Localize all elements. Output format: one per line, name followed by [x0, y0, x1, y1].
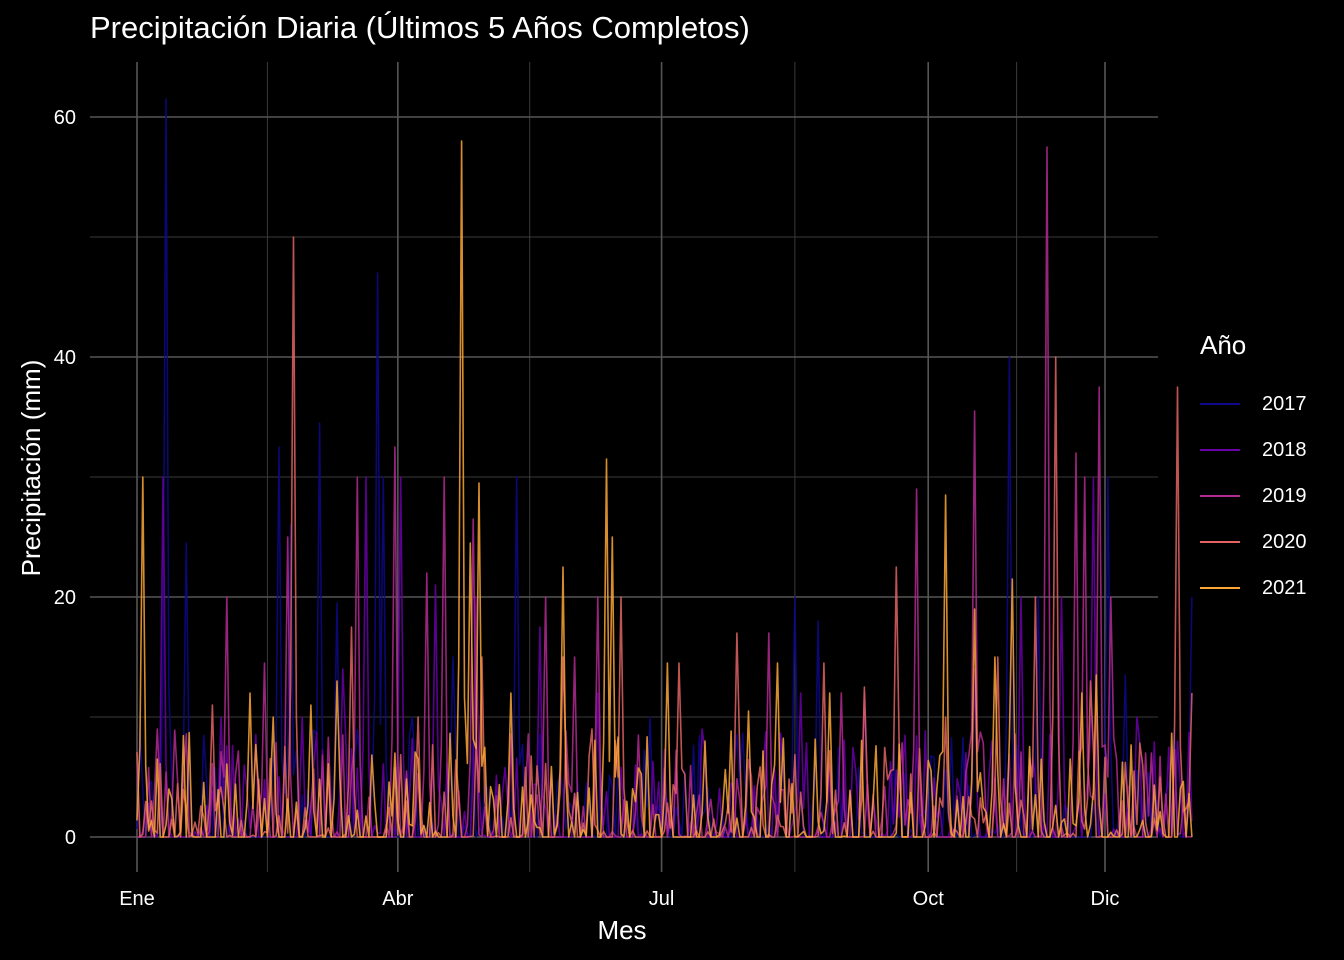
legend-items: 2017 2018 2019 2020 2021: [1200, 381, 1307, 611]
legend-swatch: [1200, 449, 1240, 451]
legend-swatch: [1200, 403, 1240, 405]
grid-minor: [90, 62, 1158, 872]
legend-swatch: [1200, 541, 1240, 543]
y-tick-label: 20: [54, 587, 76, 609]
legend-label: 2019: [1262, 484, 1307, 507]
legend-label: 2021: [1262, 576, 1307, 599]
legend-label: 2018: [1262, 438, 1307, 461]
legend-label: 2017: [1262, 392, 1307, 415]
x-tick-label: Jul: [649, 888, 675, 910]
legend-swatch: [1200, 495, 1240, 497]
legend-item-2021: 2021: [1200, 565, 1307, 611]
legend-label: 2020: [1262, 530, 1307, 553]
legend-title: Año: [1200, 330, 1247, 360]
series-line-2021: [136, 140, 1193, 838]
legend: Año 2017 2018 2019 2020 2021: [1200, 330, 1307, 611]
y-tick-label: 60: [54, 107, 76, 129]
chart-title: Precipitación Diaria (Últimos 5 Años Com…: [90, 10, 750, 45]
y-axis-title: Precipitación (mm): [16, 360, 46, 577]
legend-item-2018: 2018: [1200, 427, 1307, 473]
x-tick-label: Dic: [1091, 888, 1120, 910]
legend-swatch: [1200, 587, 1240, 589]
x-tick-labels: Ene Abr Jul Oct Dic: [119, 888, 1119, 910]
y-tick-labels: 0 20 40 60: [54, 107, 76, 849]
y-tick-label: 0: [65, 827, 76, 849]
series-line-2020: [136, 236, 1193, 838]
x-tick-label: Oct: [913, 888, 945, 910]
legend-item-2020: 2020: [1200, 519, 1307, 565]
legend-item-2019: 2019: [1200, 473, 1307, 519]
x-tick-label: Ene: [119, 888, 155, 910]
legend-item-2017: 2017: [1200, 381, 1307, 427]
x-axis-title: Mes: [597, 915, 646, 945]
x-tick-label: Abr: [382, 888, 413, 910]
y-tick-label: 40: [54, 347, 76, 369]
series-layer: [136, 98, 1193, 838]
